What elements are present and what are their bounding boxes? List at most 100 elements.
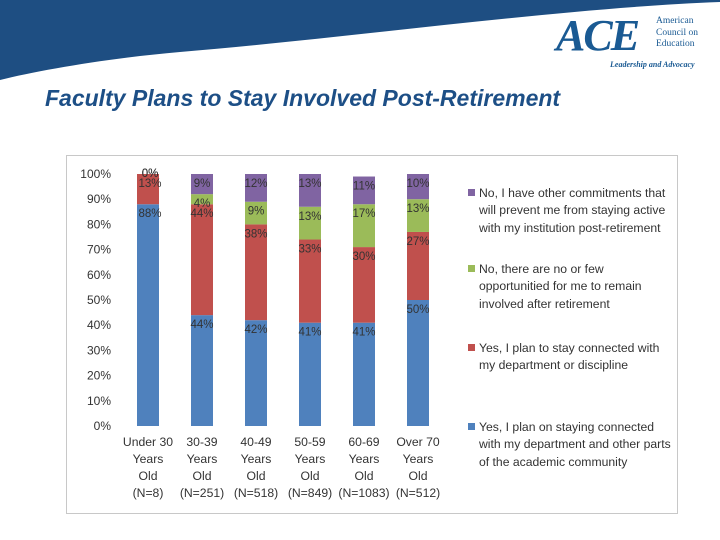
logo-acronym: ACE <box>556 11 640 60</box>
legend-label: No, there are no or few opportunitied fo… <box>479 262 642 311</box>
data-label: 13% <box>406 203 429 215</box>
legend-swatch <box>468 189 475 196</box>
slide-title: Faculty Plans to Stay Involved Post-Reti… <box>45 85 561 111</box>
bar-segment <box>407 300 429 426</box>
legend-swatch <box>468 344 475 351</box>
data-label: 10% <box>406 178 429 190</box>
data-label: 88% <box>138 208 161 220</box>
x-category-label: Old <box>409 469 428 483</box>
x-category-label: 40-49 <box>240 435 271 449</box>
legend-label: Yes, I plan to stay connected with my de… <box>479 341 660 373</box>
y-tick-label: 80% <box>87 217 111 231</box>
x-category-label: (N=512) <box>396 486 440 500</box>
logo-name: American Council on Education <box>656 16 716 51</box>
chart-panel: 0% 10% 20% 30% 40% 50% 60% 70% 80% 90% 100% 88% 13% 0… <box>66 155 678 514</box>
x-category-label: 60-69 <box>348 435 379 449</box>
x-category-label: Years <box>403 452 434 466</box>
ace-logo: ACE American Council on Education Leader… <box>556 11 706 74</box>
bar-segment <box>137 174 159 205</box>
x-category-label: Old <box>193 469 212 483</box>
data-label: 13% <box>298 178 321 190</box>
logo-tagline: Leadership and Advocacy <box>610 60 695 69</box>
bar-segment <box>191 174 213 195</box>
data-label: 11% <box>353 181 375 193</box>
bar-segment <box>299 239 321 323</box>
bar-segment <box>137 204 159 426</box>
logo-name-line: Council on <box>656 27 698 38</box>
bar-segment <box>299 206 321 240</box>
logo-name-line: Education <box>656 39 695 49</box>
y-tick-label: 70% <box>87 243 111 257</box>
legend-swatch <box>468 265 475 272</box>
y-tick-label: 20% <box>87 369 111 383</box>
bar-segment <box>407 231 429 300</box>
data-label: 17% <box>352 208 375 220</box>
data-label: 33% <box>298 244 321 256</box>
y-tick-label: 50% <box>87 293 111 307</box>
x-category-label: (N=849) <box>288 486 332 500</box>
header-wave-graphic <box>0 0 720 80</box>
bar-segment <box>353 204 375 248</box>
x-category-label: (N=1083) <box>338 486 389 500</box>
data-label: 41% <box>352 327 375 339</box>
x-category-label: Old <box>301 469 320 483</box>
data-label: 44% <box>190 208 213 220</box>
x-category-label: Old <box>355 469 374 483</box>
data-label: 13% <box>138 178 161 190</box>
bar-segment <box>299 322 321 426</box>
bar-segment <box>353 176 375 205</box>
x-category-label: Years <box>241 452 272 466</box>
data-label: 4% <box>194 198 211 210</box>
legend-label: Yes, I plan on staying connected with my… <box>479 420 671 469</box>
x-category-label: Years <box>295 452 326 466</box>
bar-segment <box>245 174 267 202</box>
x-category-label: Years <box>187 452 218 466</box>
x-category-label: (N=518) <box>234 486 278 500</box>
data-label: 38% <box>244 228 267 240</box>
data-label: 42% <box>244 324 267 336</box>
x-category-label: (N=8) <box>133 486 164 500</box>
x-category-label: Old <box>139 469 158 483</box>
x-category-label: Old <box>247 469 266 483</box>
data-label: 12% <box>244 178 267 190</box>
bar-segment <box>191 204 213 316</box>
data-label: 13% <box>298 211 321 223</box>
y-tick-label: 0% <box>94 419 112 433</box>
data-label: 9% <box>248 206 265 218</box>
bar-segment <box>191 194 213 205</box>
x-category-label: 50-59 <box>294 435 325 449</box>
x-category-label: Years <box>133 452 164 466</box>
bar-segment <box>245 224 267 321</box>
data-label: 44% <box>190 319 213 331</box>
legend-swatch <box>468 423 475 430</box>
stacked-bar-chart: 0%10%20%30%40%50%60%70%80%90%100%88%13%0… <box>80 167 440 500</box>
x-category-label: 30-39 <box>186 435 217 449</box>
y-tick-label: 30% <box>87 343 111 357</box>
data-label: 30% <box>352 251 375 263</box>
x-category-label: Under 30 <box>123 435 173 449</box>
x-category-label: Over 70 <box>396 435 440 449</box>
bar-segment <box>299 174 321 207</box>
logo-name-line: American <box>656 16 694 26</box>
data-label: 0% <box>142 168 159 180</box>
data-label: 41% <box>298 327 321 339</box>
bar-segment <box>353 247 375 323</box>
bar-segment <box>407 174 429 200</box>
y-tick-label: 40% <box>87 318 111 332</box>
data-label: 0% <box>142 168 159 180</box>
bar-segment <box>245 201 267 225</box>
slide-header <box>0 0 720 80</box>
y-tick-label: 60% <box>87 268 111 282</box>
y-tick-label: 90% <box>87 192 111 206</box>
data-label: 27% <box>406 236 429 248</box>
legend-label: No, I have other commitments that will p… <box>479 186 666 235</box>
bar-segment <box>191 315 213 426</box>
bar-segment <box>353 322 375 426</box>
y-tick-label: 100% <box>80 167 111 181</box>
x-category-label: Years <box>349 452 380 466</box>
bar-segment <box>407 199 429 232</box>
y-tick-label: 10% <box>87 394 111 408</box>
data-label: 50% <box>406 304 429 316</box>
data-label: 9% <box>194 178 211 190</box>
x-category-label: (N=251) <box>180 486 224 500</box>
